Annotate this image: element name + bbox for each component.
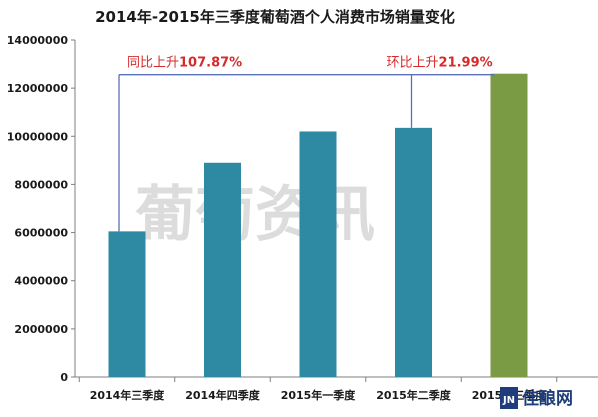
bar (299, 131, 337, 377)
y-tick-label: 14000000 (7, 34, 69, 47)
site-logo: JN 佳酿网 (500, 387, 573, 409)
watermark: 葡萄资讯 (135, 180, 375, 250)
logo-mark-text: JN (502, 395, 515, 406)
x-tick-label: 2014年三季度 (90, 388, 166, 402)
bar (108, 231, 146, 377)
y-tick-label: 6000000 (14, 227, 68, 240)
x-tick-label: 2015年二季度 (376, 388, 452, 402)
bar (204, 162, 241, 377)
qoq-growth-label: 环比上升21.99% (387, 56, 493, 71)
bar (490, 73, 528, 377)
y-tick-label: 8000000 (14, 178, 68, 191)
watermark-text: 葡萄资讯 (135, 180, 375, 250)
x-tick-label: 2014年四季度 (185, 388, 261, 402)
y-tick-label: 10000000 (7, 130, 69, 143)
x-tick-label: 2015年一季度 (281, 388, 357, 402)
yoy-growth-label: 同比上升107.87% (127, 56, 242, 71)
y-tick-label: 2000000 (14, 323, 68, 336)
growth-annotations: 同比上升107.87% 环比上升21.99% (118, 56, 495, 232)
y-tick-label: 12000000 (7, 82, 69, 95)
logo-mark-icon (500, 387, 518, 409)
y-tick-label: 4000000 (14, 275, 68, 288)
bar (395, 127, 432, 377)
y-tick-label: 0 (60, 371, 68, 384)
y-axis: 0 2000000 4000000 6000000 8000000 10000000 120… (7, 34, 76, 384)
chart-title: 2014年-2015年三季度葡萄酒个人消费市场销量变化 (95, 8, 455, 26)
bar-series (108, 73, 528, 377)
x-axis: 2014年三季度2014年四季度2015年一季度2015年二季度2015年三季度 (75, 376, 598, 402)
logo-text: 佳酿网 (522, 388, 573, 409)
